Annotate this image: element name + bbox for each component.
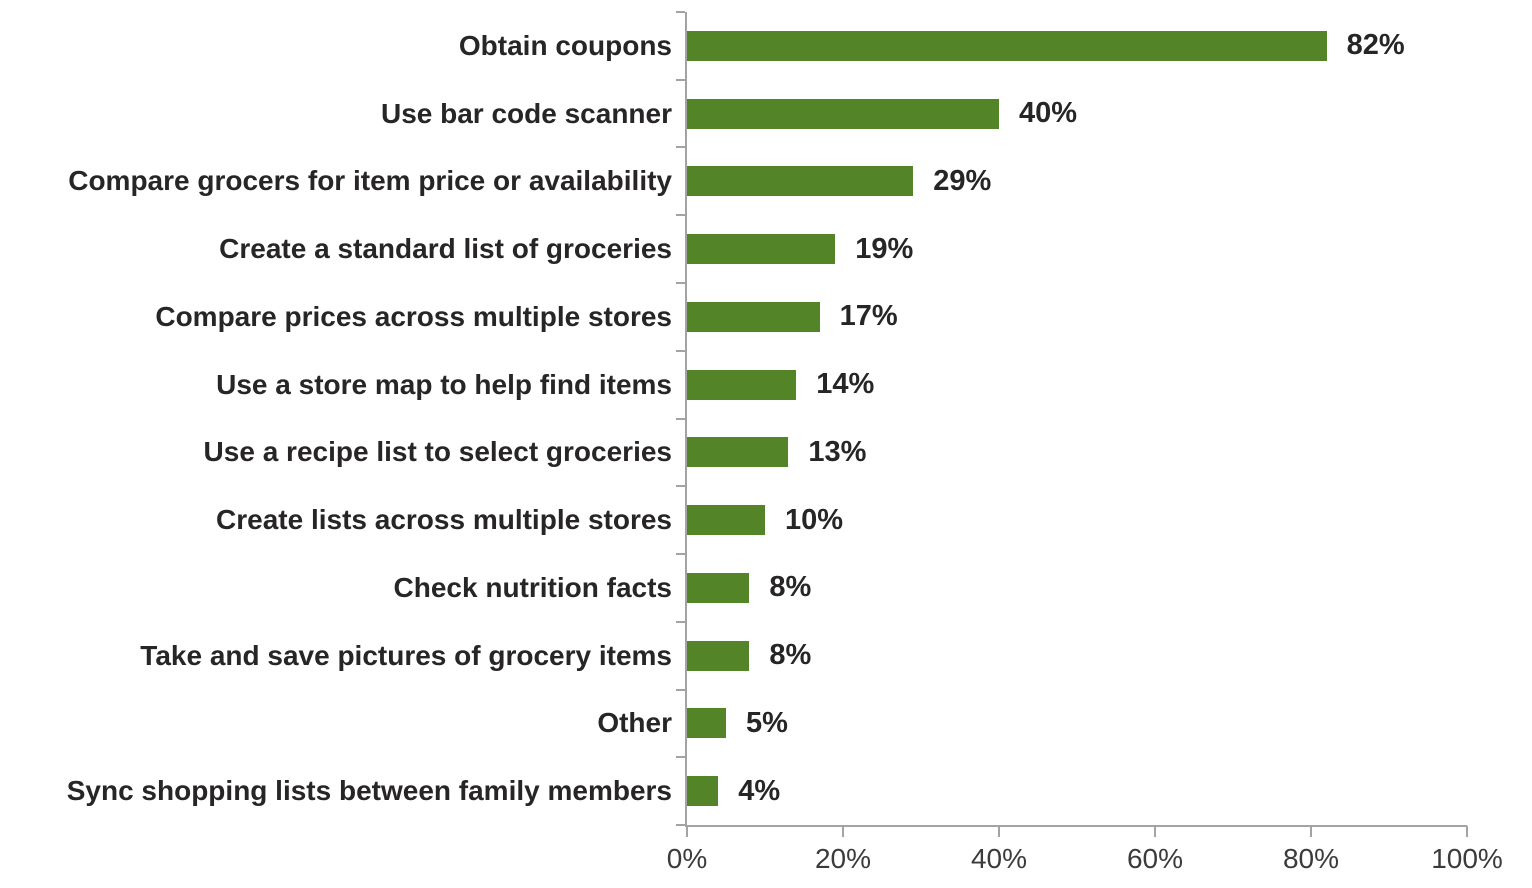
- value-label: 13%: [808, 435, 867, 468]
- chart-row: Create a standard list of groceries 19%: [219, 215, 1467, 283]
- category-label: Obtain coupons: [458, 29, 672, 61]
- chart-row: Obtain coupons 82%: [459, 12, 1467, 80]
- x-tick-mark: [998, 826, 1000, 837]
- y-axis-line: [685, 12, 687, 827]
- x-tick-label: 100%: [1431, 843, 1503, 874]
- x-tick-mark: [1466, 826, 1468, 837]
- bar: [687, 30, 1327, 61]
- y-tick-mark: [676, 281, 685, 284]
- y-tick-mark: [676, 620, 685, 623]
- chart-row: Create lists across multiple stores 10%: [216, 486, 1467, 554]
- x-tick-label: 0%: [666, 843, 708, 874]
- y-tick-mark: [676, 11, 685, 13]
- x-tick-mark: [1310, 826, 1312, 837]
- bar: [687, 98, 999, 129]
- value-label: 5%: [746, 706, 788, 739]
- x-tick-mark: [1154, 826, 1156, 837]
- value-label: 8%: [769, 639, 812, 672]
- bar: [687, 234, 836, 265]
- chart-row: Take and save pictures of grocery items 8…: [140, 622, 1467, 690]
- bar: [687, 708, 726, 739]
- category-label: Compare prices across multiple stores: [155, 300, 672, 332]
- category-label: Create a standard list of groceries: [219, 233, 672, 265]
- category-label: Compare grocers for item price or availa…: [68, 165, 672, 197]
- value-label: 10%: [785, 503, 844, 536]
- x-tick-label: 40%: [970, 843, 1028, 874]
- chart-row: Use a recipe list to select groceries 13%: [204, 419, 1467, 487]
- category-label: Create lists across multiple stores: [216, 504, 672, 536]
- category-label: Take and save pictures of grocery items: [140, 639, 672, 671]
- y-tick-mark: [676, 146, 685, 149]
- y-tick-mark: [676, 78, 685, 81]
- y-tick-mark: [676, 417, 685, 420]
- bar: [687, 572, 750, 603]
- chart-row: Compare grocers for item price or availa…: [68, 147, 1467, 215]
- value-label: 29%: [933, 164, 992, 197]
- x-axis-line: [685, 825, 1467, 827]
- y-tick-mark: [676, 214, 685, 217]
- category-label: Other: [597, 707, 672, 739]
- y-tick-mark: [676, 485, 685, 488]
- value-label: 82%: [1346, 29, 1405, 62]
- bar: [687, 437, 789, 468]
- plot-area: Obtain coupons 82% Use bar code scanner 40%…: [67, 11, 1503, 874]
- y-tick-mark: [676, 824, 685, 826]
- category-label: Check nutrition facts: [393, 571, 672, 603]
- chart-row: Use a store map to help find items 14%: [216, 351, 1467, 419]
- x-tick-label: 20%: [814, 843, 872, 874]
- chart-row: Check nutrition facts 8%: [394, 554, 1467, 622]
- y-tick-mark: [676, 688, 685, 691]
- value-label: 40%: [1019, 97, 1078, 130]
- bar: [687, 640, 750, 671]
- chart-row: Other 5%: [597, 690, 1467, 758]
- bar: [687, 301, 820, 332]
- value-label: 14%: [816, 368, 875, 401]
- bar: [687, 166, 914, 197]
- value-label: 8%: [769, 571, 812, 604]
- x-tick-label: 80%: [1282, 843, 1340, 874]
- chart-row: Sync shopping lists between family membe…: [67, 757, 1467, 825]
- category-label: Sync shopping lists between family membe…: [66, 775, 672, 807]
- bar: [687, 776, 719, 807]
- bar: [687, 369, 797, 400]
- bar: [687, 505, 765, 536]
- x-tick-mark: [842, 826, 844, 837]
- category-label: Use a store map to help find items: [216, 368, 672, 400]
- category-label: Use bar code scanner: [380, 97, 672, 129]
- chart-row: Use bar code scanner 40%: [381, 80, 1467, 148]
- y-tick-mark: [676, 349, 685, 352]
- y-tick-mark: [676, 552, 685, 555]
- chart-row: Compare prices across multiple stores 17%: [155, 283, 1467, 351]
- y-tick-mark: [676, 756, 685, 759]
- x-tick-label: 60%: [1126, 843, 1184, 874]
- value-label: 19%: [855, 232, 914, 265]
- value-label: 4%: [738, 774, 781, 807]
- x-tick-mark: [686, 826, 688, 837]
- value-label: 17%: [839, 300, 898, 333]
- category-label: Use a recipe list to select groceries: [203, 436, 672, 468]
